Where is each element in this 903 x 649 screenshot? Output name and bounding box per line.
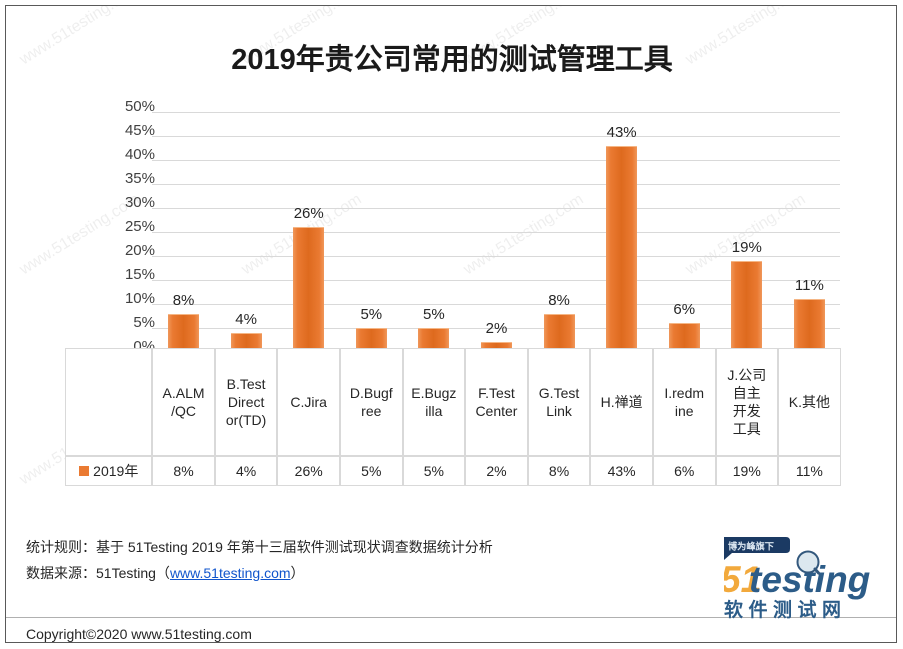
svg-text:博为峰旗下: 博为峰旗下 [728,541,774,552]
svg-text:软件测试网: 软件测试网 [724,598,847,621]
